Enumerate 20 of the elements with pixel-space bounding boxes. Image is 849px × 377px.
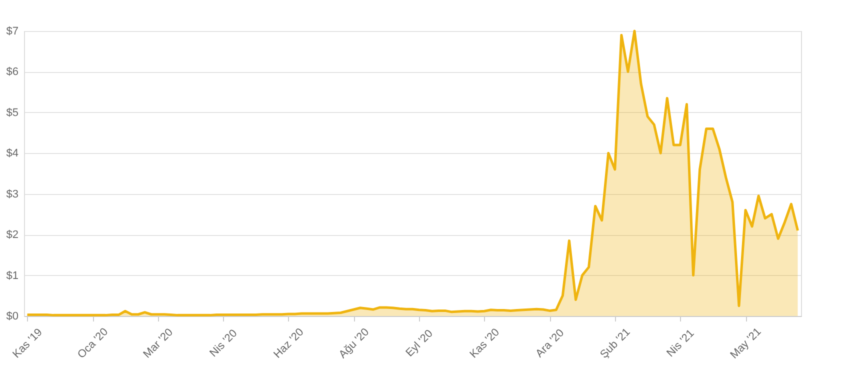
x-tick-label: Haz '20 (272, 326, 306, 361)
y-tick-label: $6 (6, 66, 18, 78)
y-tick-label: $5 (6, 106, 18, 119)
y-tick-label: $0 (6, 310, 18, 322)
x-tick-label: Ara '20 (534, 327, 567, 360)
x-tick-label: Eyl '20 (404, 328, 436, 360)
x-tick-label: Nis '21 (664, 327, 697, 360)
x-tick-label: Kas '19 (10, 326, 45, 361)
y-tick-label: $2 (6, 229, 18, 242)
y-tick-label: $1 (6, 270, 18, 282)
y-tick-label: $3 (6, 188, 18, 200)
x-tick-label: Ağu '20 (336, 326, 372, 361)
x-tick-label: Mar '20 (141, 326, 176, 361)
x-tick-label: Şub '21 (598, 326, 633, 361)
x-tick-label: Nis '20 (208, 327, 240, 360)
x-tick-label: Oca '20 (76, 326, 111, 362)
y-tick-label: $4 (6, 148, 18, 160)
y-tick-label: $7 (6, 26, 18, 38)
x-tick-label: May '21 (728, 326, 764, 362)
x-tick-label: Kas '20 (468, 326, 502, 361)
